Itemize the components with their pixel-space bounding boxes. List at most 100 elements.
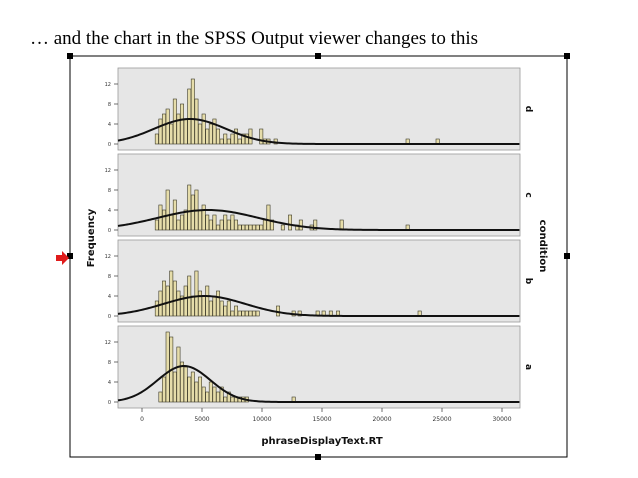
histogram-bar xyxy=(297,310,302,317)
y-axis-title: Frequency xyxy=(86,208,97,267)
histogram-bar xyxy=(162,113,166,145)
histogram-bar xyxy=(248,310,253,317)
histogram-bar xyxy=(230,310,235,317)
histogram-bar xyxy=(313,219,318,231)
histogram-bar xyxy=(190,371,195,403)
histogram-bar xyxy=(162,209,166,231)
x-tick-label: 30000 xyxy=(492,416,511,423)
y-tick-label: 0 xyxy=(108,228,111,234)
histogram-bar xyxy=(219,386,224,403)
histogram-bar xyxy=(252,224,256,231)
facet-label: b xyxy=(523,278,533,285)
panel-title: condition xyxy=(537,220,548,273)
histogram-bar xyxy=(205,128,210,145)
y-tick-label: 0 xyxy=(108,314,111,320)
y-tick-label: 4 xyxy=(108,380,111,386)
histogram-bar xyxy=(248,224,253,231)
histogram-bar xyxy=(205,391,210,403)
resize-handle[interactable] xyxy=(67,253,73,259)
y-tick-label: 4 xyxy=(108,122,111,128)
resize-handle[interactable] xyxy=(564,253,570,259)
histogram-bar xyxy=(154,133,159,145)
histogram-bar xyxy=(226,138,231,145)
panel-b: 0 4 8 12 b xyxy=(105,239,533,323)
histogram-bar xyxy=(201,113,206,145)
histogram-bar xyxy=(223,214,228,231)
histogram-bar xyxy=(216,290,220,317)
histogram-bar xyxy=(226,300,231,317)
histogram-bar xyxy=(208,123,213,145)
histogram-bar xyxy=(226,219,231,231)
histogram-bar xyxy=(208,219,213,231)
histogram-bar xyxy=(172,371,177,403)
resize-handles[interactable] xyxy=(67,53,570,460)
histogram-bar xyxy=(158,391,163,403)
normal-curve xyxy=(117,294,520,317)
histogram-bar xyxy=(237,310,242,317)
x-tick-label: 15000 xyxy=(312,416,331,423)
histogram-bar xyxy=(234,219,238,231)
histogram-bar xyxy=(176,290,181,317)
slide-caption: … and the chart in the SPSS Output viewe… xyxy=(30,28,479,49)
resize-handle[interactable] xyxy=(67,53,73,59)
histogram-bar xyxy=(230,133,235,145)
histogram-bar xyxy=(241,224,246,231)
histogram-bar xyxy=(270,219,274,231)
histogram-bar xyxy=(230,214,235,231)
facet-label: c xyxy=(523,192,533,197)
histogram-bar xyxy=(216,128,220,145)
histogram-bar xyxy=(216,224,220,231)
histogram-bar xyxy=(190,78,195,145)
x-tick-label: 20000 xyxy=(372,416,391,423)
histogram-bar xyxy=(201,386,206,403)
x-tick-label: 25000 xyxy=(432,416,451,423)
y-tick-label: 12 xyxy=(105,82,111,88)
histogram-bar xyxy=(201,204,206,231)
histogram-bar xyxy=(172,280,177,317)
histogram-bar xyxy=(223,396,228,403)
histogram-bar xyxy=(219,300,224,317)
histogram-bar xyxy=(223,305,228,317)
histogram-bar xyxy=(187,184,192,231)
y-tick-label: 8 xyxy=(108,188,111,194)
y-tick-label: 8 xyxy=(108,274,111,280)
panel-a: 0 4 8 12 a xyxy=(105,325,533,409)
resize-handle[interactable] xyxy=(564,53,570,59)
histogram-bar xyxy=(158,118,163,145)
selection-arrow-icon xyxy=(56,251,69,265)
histogram-bar xyxy=(237,224,242,231)
resize-handle[interactable] xyxy=(315,53,321,59)
y-tick-label: 8 xyxy=(108,102,111,108)
y-tick-label: 12 xyxy=(105,168,111,174)
histogram-bar xyxy=(183,285,188,317)
histogram-bar xyxy=(176,219,181,231)
histogram-bar xyxy=(183,118,188,145)
histogram-bar xyxy=(205,285,210,317)
histogram-bar xyxy=(169,270,174,317)
histogram-bar xyxy=(288,214,292,231)
histogram-bar xyxy=(259,128,264,145)
normal-curve xyxy=(117,208,520,231)
histogram-bar xyxy=(234,305,238,317)
histogram-bar xyxy=(187,88,192,145)
histogram-bar xyxy=(190,295,195,317)
panel-c: 0 4 8 12 c xyxy=(105,153,533,237)
resize-handle[interactable] xyxy=(315,454,321,460)
histogram-bar xyxy=(180,103,184,145)
histogram-bar xyxy=(162,376,166,403)
histogram-bar xyxy=(180,214,184,231)
histogram-bar xyxy=(169,214,174,231)
y-tick-label: 8 xyxy=(108,360,111,366)
histogram-bar xyxy=(237,138,242,145)
histogram-bar xyxy=(241,310,246,317)
histogram-bar xyxy=(212,295,217,317)
histogram-bar xyxy=(198,376,202,403)
x-tick-label: 0 xyxy=(140,416,144,423)
histogram-bar xyxy=(219,219,224,231)
histogram-bar xyxy=(180,361,184,403)
histogram-bar xyxy=(198,123,202,145)
histogram-bar xyxy=(154,219,159,231)
histogram-bar xyxy=(216,391,220,403)
histogram-bar xyxy=(201,295,206,317)
